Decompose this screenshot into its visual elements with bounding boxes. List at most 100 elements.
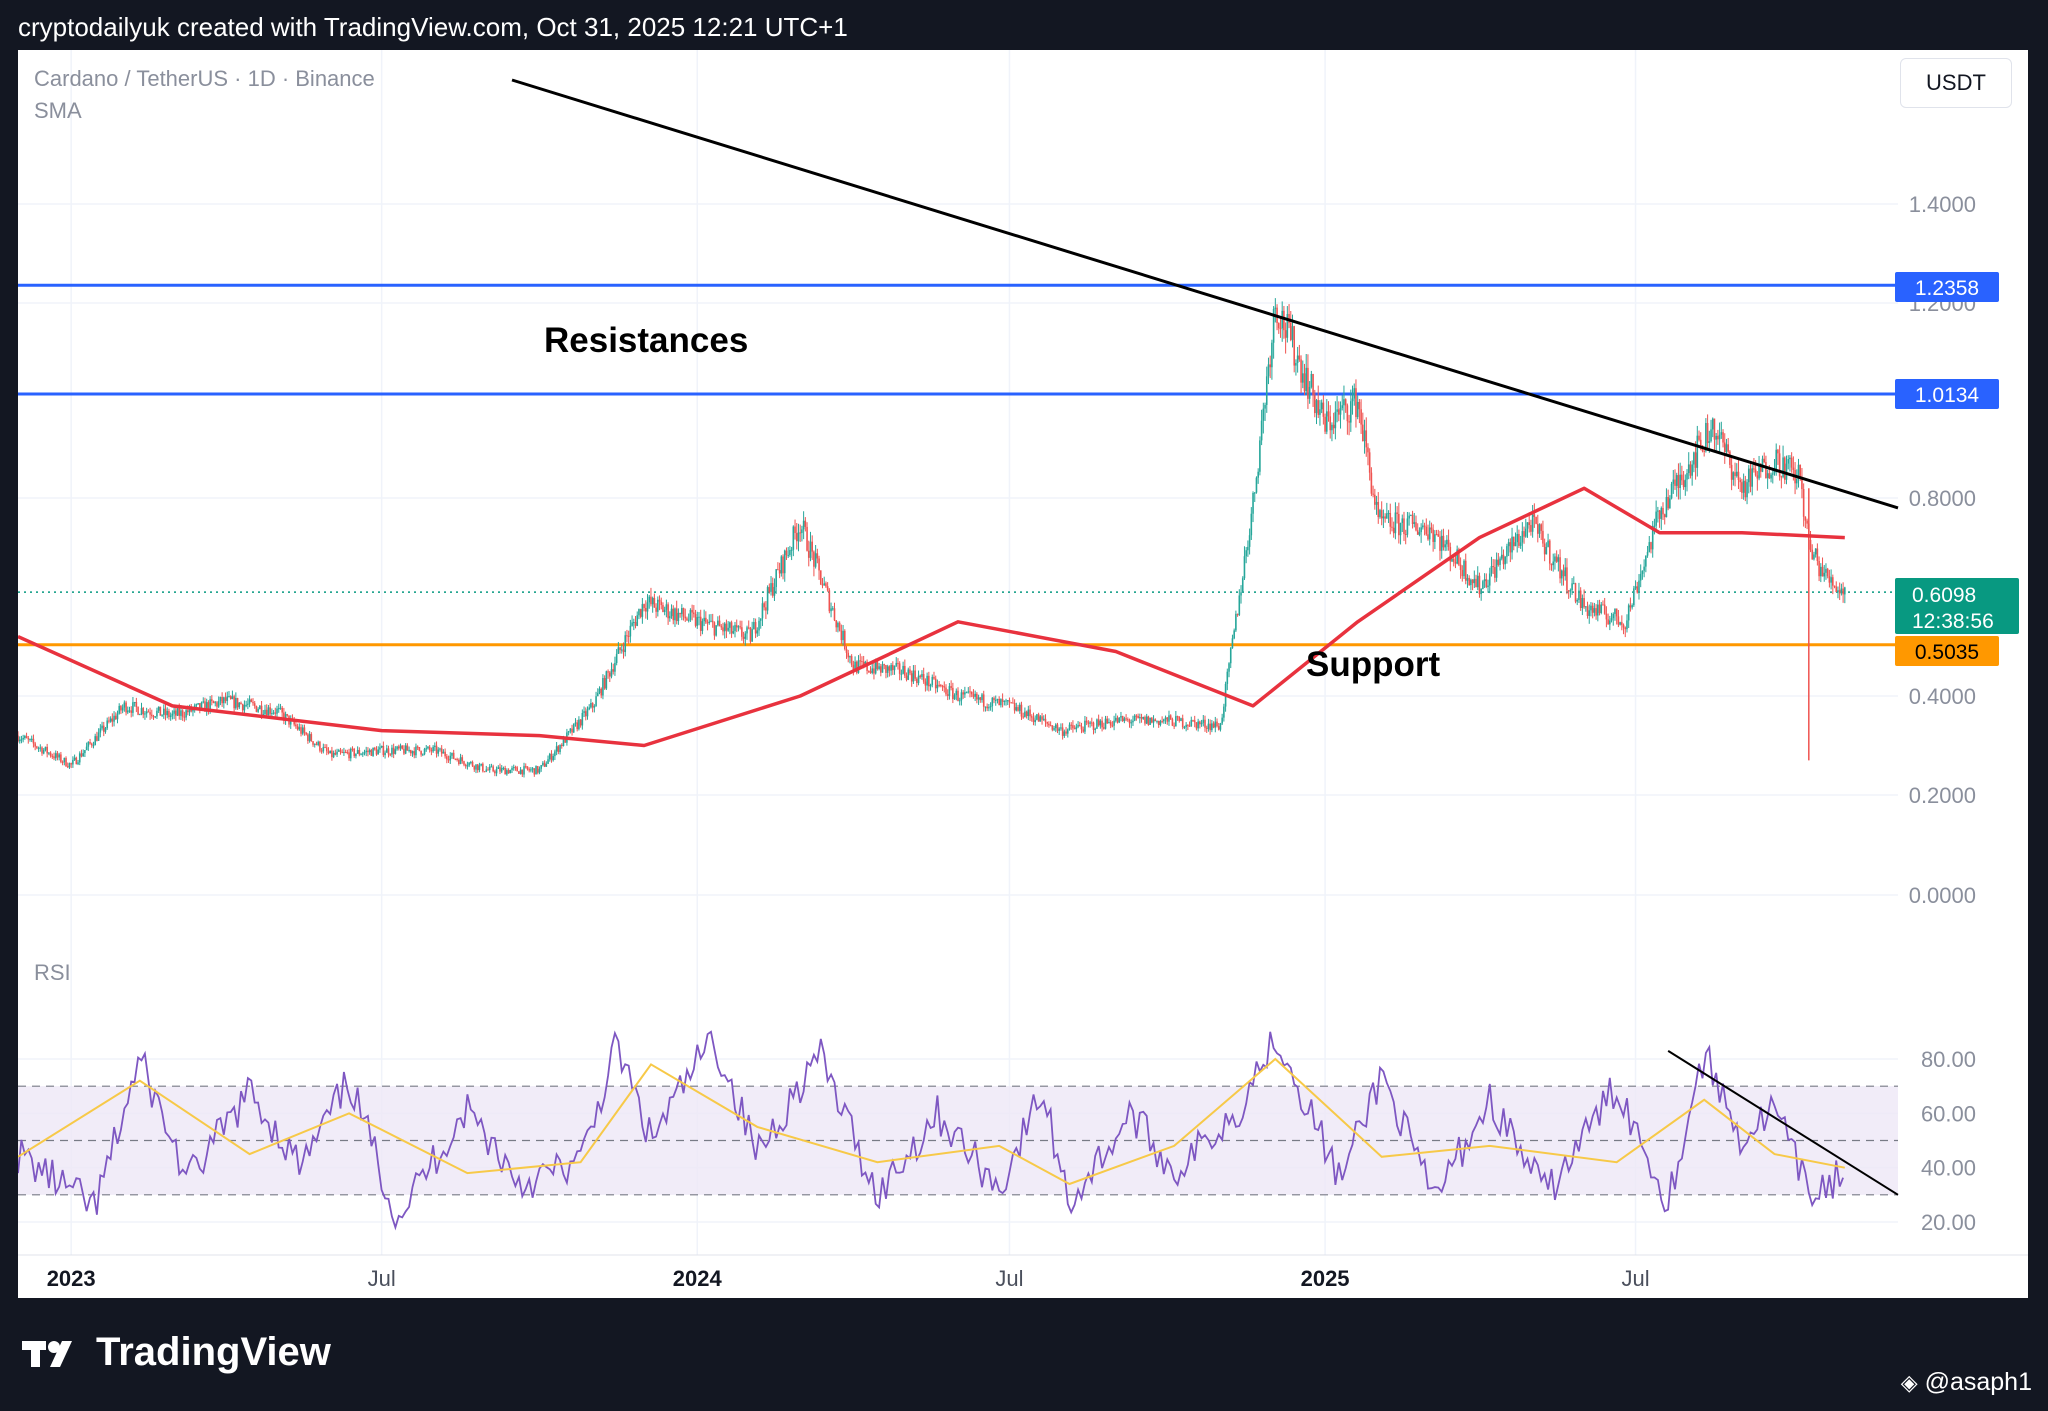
candle-body xyxy=(730,622,733,634)
candle-body xyxy=(1144,717,1146,724)
candle-body xyxy=(1600,604,1603,613)
candle-body xyxy=(1205,727,1208,729)
candle-body xyxy=(895,662,898,666)
candle-body xyxy=(735,625,738,628)
candle-body xyxy=(200,702,203,710)
candle-body xyxy=(715,625,717,636)
candle-body xyxy=(459,757,462,764)
tradingview-logo[interactable]: TradingView xyxy=(22,1330,331,1375)
candle-body xyxy=(63,757,66,763)
candle-body xyxy=(447,759,450,761)
candle-body xyxy=(523,766,525,775)
candle-body xyxy=(562,737,565,746)
candle-body xyxy=(106,720,108,729)
candle-body xyxy=(831,608,834,610)
candle-body xyxy=(600,688,603,696)
candle-body xyxy=(1163,719,1165,722)
candle-body xyxy=(564,737,566,743)
candle-body xyxy=(1629,605,1632,608)
rsi-legend[interactable]: RSI xyxy=(34,960,71,985)
symbol-legend[interactable]: Cardano / TetherUS · 1D · Binance xyxy=(34,66,375,91)
candle-body xyxy=(277,708,280,710)
candle-body xyxy=(1300,359,1302,383)
candle-body xyxy=(1645,555,1647,567)
candle-body xyxy=(1655,511,1657,526)
candle-body xyxy=(1120,716,1122,718)
candle-body xyxy=(1301,373,1304,383)
candle-body xyxy=(348,752,350,759)
candle-body xyxy=(18,739,21,742)
candle-body xyxy=(928,675,930,687)
candle-body xyxy=(1315,400,1318,414)
candle-body xyxy=(241,704,244,711)
candle-body xyxy=(511,767,513,770)
candle-layer xyxy=(18,298,1846,778)
candle-body xyxy=(614,662,616,672)
candle-body xyxy=(1579,590,1582,608)
candle-body xyxy=(1639,573,1642,581)
candle-body xyxy=(1255,477,1258,493)
candle-body xyxy=(394,749,397,754)
candle-body xyxy=(514,767,517,769)
candle-body xyxy=(480,763,482,766)
candle-body xyxy=(924,681,927,686)
candle-body xyxy=(449,755,452,761)
candle-body xyxy=(468,762,470,766)
candle-body xyxy=(933,676,935,679)
candle-body xyxy=(212,701,215,704)
candle-body xyxy=(1696,435,1699,468)
candle-body xyxy=(1751,468,1753,487)
candle-body xyxy=(319,741,321,751)
candle-body xyxy=(816,553,819,559)
candle-body xyxy=(540,765,542,769)
candle-body xyxy=(24,736,26,739)
candle-body xyxy=(1669,498,1671,509)
candle-body xyxy=(121,707,124,711)
candle-body xyxy=(876,660,879,669)
candle-body xyxy=(888,666,891,671)
candle-body xyxy=(1137,716,1139,719)
candle-body xyxy=(615,653,618,663)
candle-body xyxy=(687,619,690,621)
candle-body xyxy=(694,614,697,626)
chart-svg[interactable]: 2023 Jul 2024 Jul 2025 Jul1.40001.20000.80000… xyxy=(18,50,2028,1298)
candle-body xyxy=(236,697,239,708)
candle-body xyxy=(1818,561,1820,577)
candle-body xyxy=(1054,724,1057,729)
candle-body xyxy=(1415,522,1417,531)
candle-body xyxy=(1626,620,1628,630)
candle-body xyxy=(1284,330,1287,338)
candle-body xyxy=(1327,411,1330,417)
candle-body xyxy=(490,766,493,768)
candle-body xyxy=(1238,595,1241,615)
chart-area[interactable]: 2023 Jul 2024 Jul 2025 Jul 1.4000 1.2000 0.8000 0… xyxy=(18,50,2028,1298)
candle-body xyxy=(801,529,803,534)
candle-body xyxy=(1753,468,1755,470)
candle-body xyxy=(1706,423,1709,444)
candle-body xyxy=(298,727,301,730)
candle-body xyxy=(1338,409,1340,415)
candle-body xyxy=(58,754,60,758)
candle-body xyxy=(535,766,537,775)
candle-body xyxy=(917,675,920,684)
candle-body xyxy=(1518,534,1520,546)
candle-body xyxy=(1545,546,1548,555)
candle-body xyxy=(94,736,96,746)
candle-body xyxy=(464,764,467,767)
candle-body xyxy=(1571,583,1573,591)
sma-legend[interactable]: SMA xyxy=(34,98,82,123)
candle-body xyxy=(962,692,964,695)
candle-body xyxy=(1574,583,1577,602)
candle-body xyxy=(1747,468,1750,483)
candle-body xyxy=(423,748,426,755)
candle-body xyxy=(1528,522,1531,526)
candle-body xyxy=(157,706,160,711)
resistance-2-badge xyxy=(1895,379,1999,409)
candle-body xyxy=(506,770,508,775)
candle-body xyxy=(296,726,299,730)
candle-body xyxy=(543,762,546,767)
candle-body xyxy=(1562,570,1565,577)
currency-button[interactable]: USDT xyxy=(1900,58,2012,108)
candle-body xyxy=(958,700,961,702)
level-layer xyxy=(18,283,1898,647)
